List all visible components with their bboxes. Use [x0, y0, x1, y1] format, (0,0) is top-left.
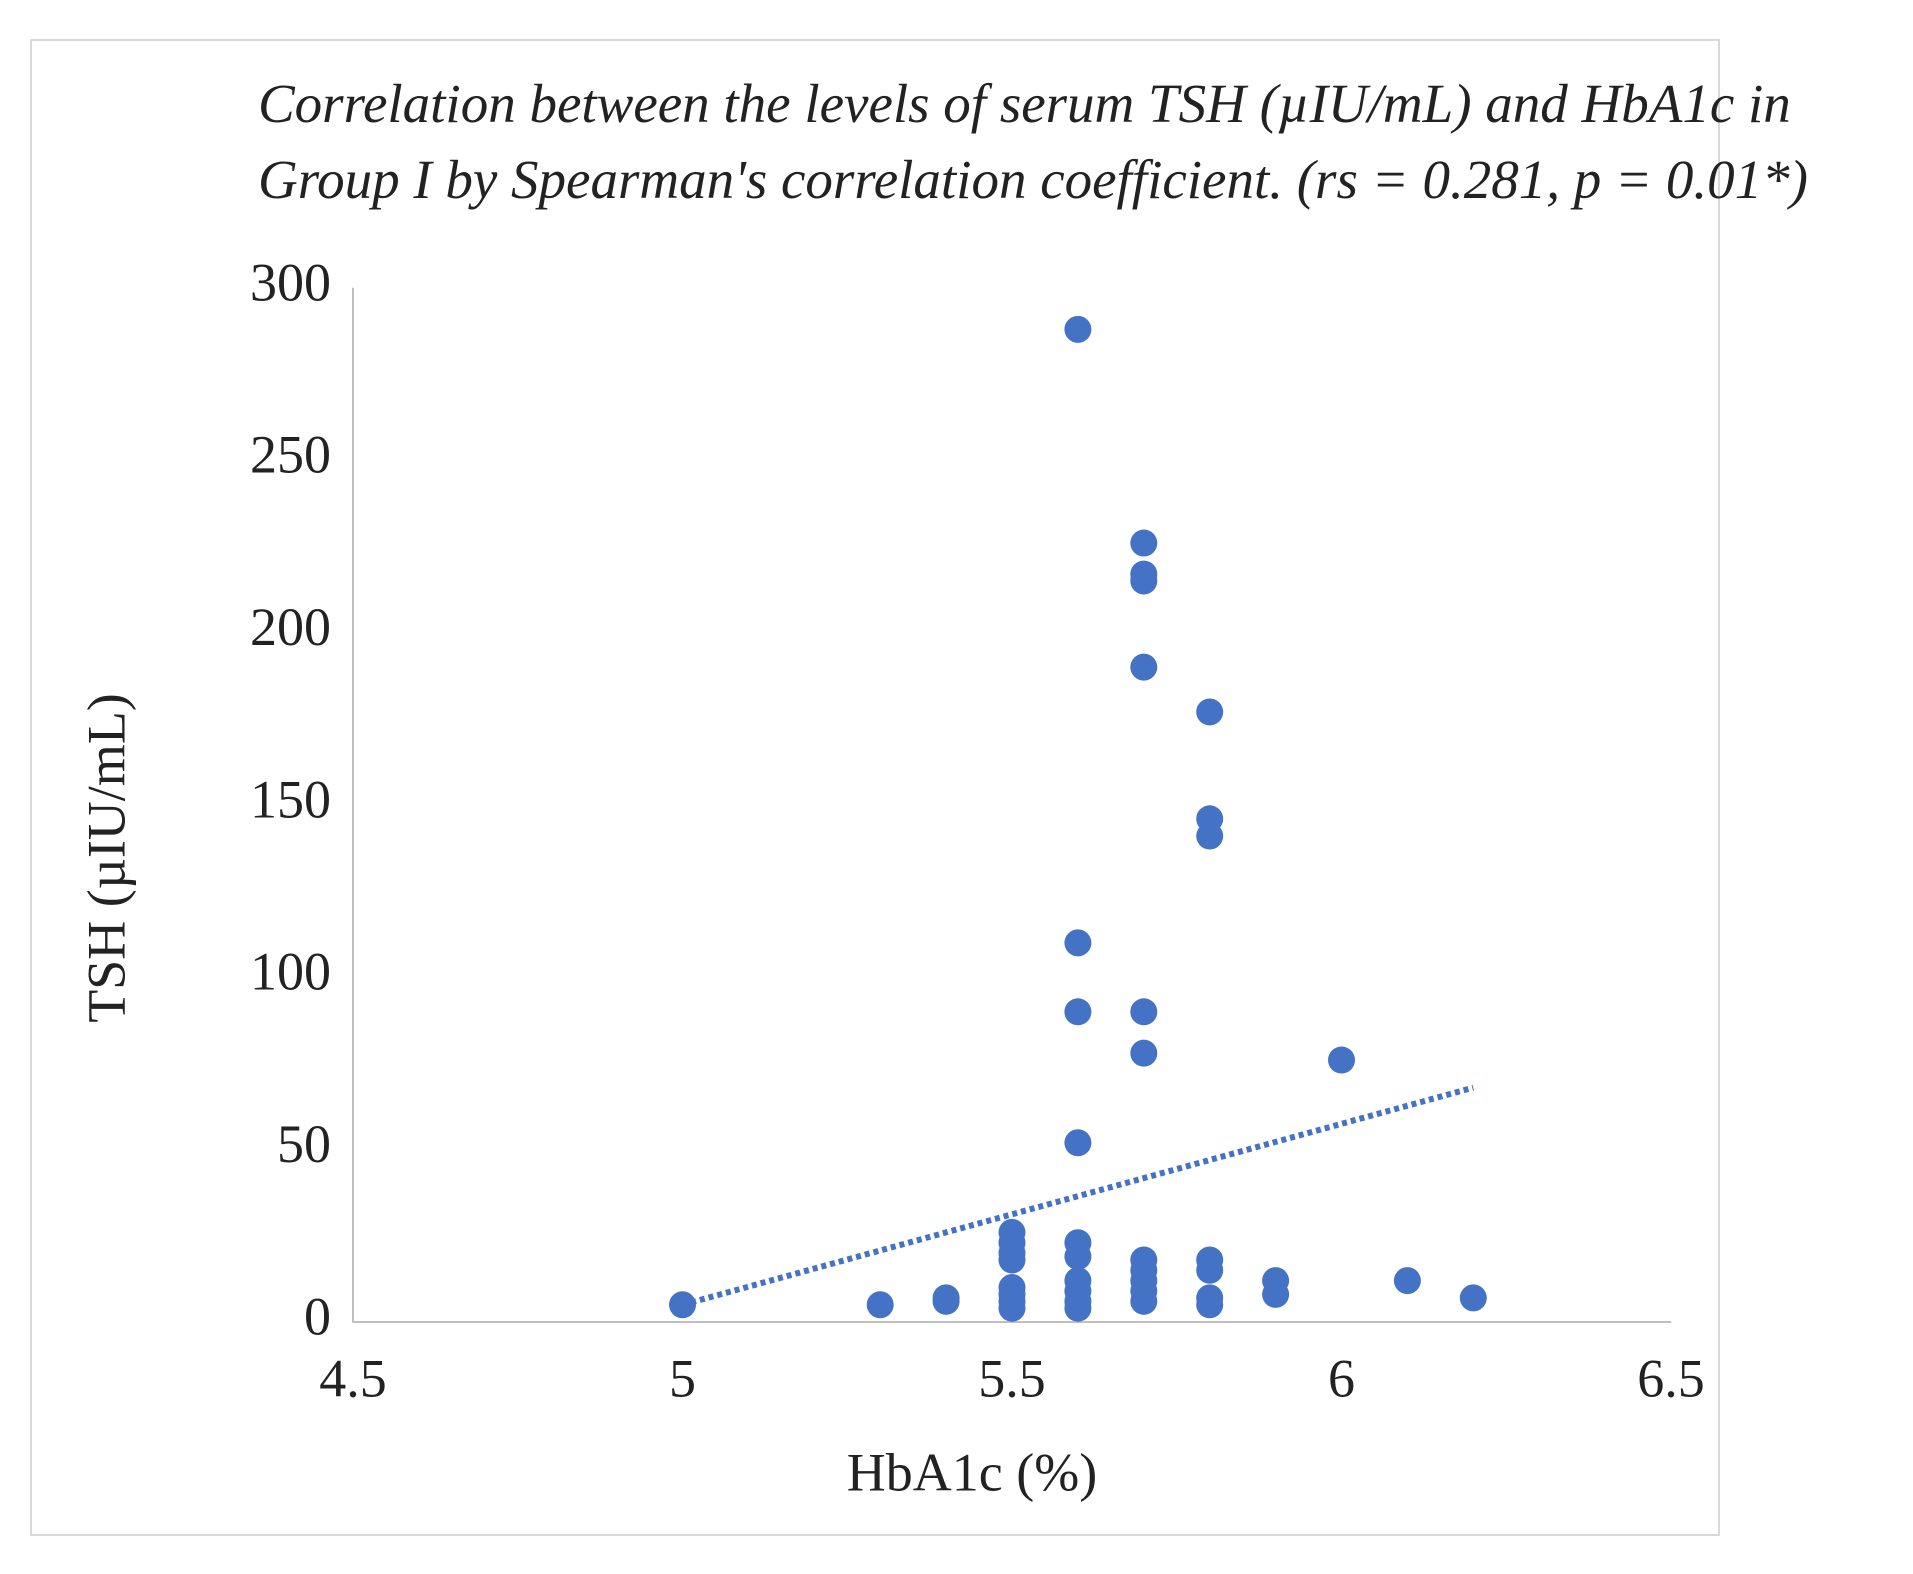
- data-point: [1064, 1243, 1092, 1271]
- y-axis-title: TSH (µIU/mL): [76, 693, 136, 1023]
- y-tick-label: 200: [250, 597, 331, 657]
- data-point: [1196, 1256, 1224, 1284]
- data-point: [998, 1246, 1026, 1274]
- data-point: [1130, 1039, 1158, 1067]
- x-tick-label: 6: [1328, 1348, 1355, 1408]
- data-point: [1196, 1291, 1224, 1319]
- x-tick-label: 5: [669, 1348, 696, 1408]
- data-point: [1064, 929, 1092, 957]
- y-tick-label: 250: [250, 425, 331, 485]
- data-point: [1130, 529, 1158, 557]
- chart-title: Correlation between the levels of serum …: [258, 73, 1808, 210]
- data-point: [998, 1294, 1026, 1322]
- data-point: [866, 1291, 894, 1319]
- data-point: [1130, 1287, 1158, 1315]
- chart-border: [30, 39, 1720, 1536]
- y-tick-label: 150: [250, 769, 331, 829]
- data-point: [1196, 698, 1224, 726]
- data-point: [669, 1291, 696, 1319]
- x-tick-label: 6.5: [1637, 1348, 1705, 1408]
- y-tick-label: 50: [277, 1114, 331, 1174]
- data-point: [1262, 1280, 1290, 1308]
- data-point: [1064, 1129, 1092, 1157]
- y-tick-label: 100: [250, 942, 331, 1002]
- data-point: [1130, 653, 1158, 681]
- x-tick-label: 4.5: [319, 1348, 387, 1408]
- data-point: [1459, 1284, 1487, 1312]
- data-point: [1196, 822, 1224, 850]
- data-point: [1064, 315, 1092, 343]
- y-tick-label: 300: [250, 252, 331, 312]
- data-point: [1328, 1046, 1355, 1074]
- data-point: [932, 1287, 960, 1315]
- trendline: [681, 1084, 1475, 1308]
- data-point: [1130, 567, 1158, 595]
- y-tick-label: 0: [304, 1286, 331, 1346]
- x-axis-title: HbA1c (%): [847, 1442, 1097, 1502]
- data-point: [1393, 1267, 1421, 1295]
- data-point: [1064, 1294, 1092, 1322]
- x-tick-label: 5.5: [978, 1348, 1046, 1408]
- data-point: [1064, 998, 1092, 1026]
- data-point: [1130, 998, 1158, 1026]
